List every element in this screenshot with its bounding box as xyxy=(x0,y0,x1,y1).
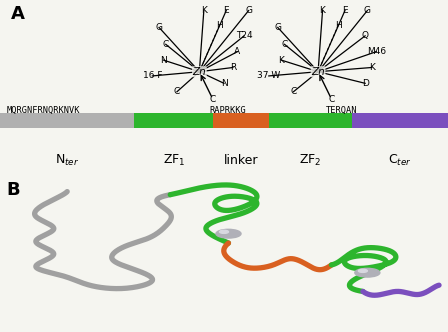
Text: RAPRKKG: RAPRKKG xyxy=(210,106,246,115)
Text: linker: linker xyxy=(224,154,258,167)
Text: C: C xyxy=(174,87,180,96)
Text: C$_{ter}$: C$_{ter}$ xyxy=(388,153,411,168)
Text: 37 W: 37 W xyxy=(257,71,280,80)
Circle shape xyxy=(358,269,367,272)
Text: H: H xyxy=(335,21,342,30)
Text: C: C xyxy=(163,40,169,49)
Bar xyxy=(134,113,213,127)
Text: R: R xyxy=(230,63,236,72)
Text: K: K xyxy=(369,63,375,72)
Text: Zn: Zn xyxy=(193,67,206,77)
Text: G: G xyxy=(245,6,252,15)
Text: 16 F: 16 F xyxy=(142,71,162,80)
Text: G: G xyxy=(274,23,281,32)
Text: N: N xyxy=(160,56,167,65)
Text: ZF$_1$: ZF$_1$ xyxy=(163,153,185,168)
Text: B: B xyxy=(7,181,20,199)
Bar xyxy=(352,113,448,127)
Bar xyxy=(269,113,352,127)
Text: Q: Q xyxy=(362,31,369,41)
Bar xyxy=(213,113,269,127)
Text: C: C xyxy=(210,95,216,104)
Text: K: K xyxy=(278,56,284,65)
Text: T24: T24 xyxy=(236,31,253,41)
Bar xyxy=(0,113,134,127)
Text: M46: M46 xyxy=(367,47,386,56)
Text: E: E xyxy=(224,6,229,15)
Text: TERQAN: TERQAN xyxy=(326,106,358,115)
Text: G: G xyxy=(364,6,371,15)
Text: Zn: Zn xyxy=(311,67,325,77)
Text: E: E xyxy=(342,6,348,15)
Text: H: H xyxy=(216,21,223,30)
Text: K: K xyxy=(201,6,207,15)
Circle shape xyxy=(220,230,228,233)
Text: K: K xyxy=(319,6,326,15)
Text: ZF$_2$: ZF$_2$ xyxy=(299,153,321,168)
Text: C: C xyxy=(281,40,288,49)
Text: N: N xyxy=(220,79,228,88)
Circle shape xyxy=(355,268,380,277)
Text: N$_{ter}$: N$_{ter}$ xyxy=(55,153,79,168)
Text: C: C xyxy=(328,95,335,104)
Circle shape xyxy=(216,229,241,238)
Text: G: G xyxy=(155,23,163,32)
Text: D: D xyxy=(362,79,369,88)
Text: C: C xyxy=(290,87,297,96)
Text: MQRGNFRNQRKNVK: MQRGNFRNQRKNVK xyxy=(7,106,80,115)
Text: A: A xyxy=(11,5,25,23)
Text: A: A xyxy=(234,47,241,56)
